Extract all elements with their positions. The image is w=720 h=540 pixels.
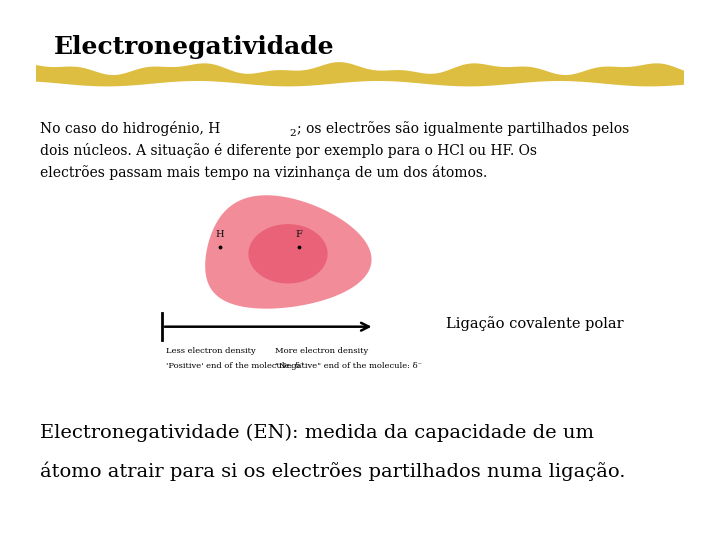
Text: More electron density: More electron density	[274, 347, 368, 355]
Text: dois núcleos. A situação é diferente por exemplo para o HCl ou HF. Os: dois núcleos. A situação é diferente por…	[40, 143, 536, 158]
Text: electrões passam mais tempo na vizinhança de um dos átomos.: electrões passam mais tempo na vizinhanç…	[40, 165, 487, 180]
Text: 'Positive' end of the molecule: δ⁺: 'Positive' end of the molecule: δ⁺	[166, 362, 304, 370]
Text: Electronegatividade (EN): medida da capacidade de um: Electronegatividade (EN): medida da capa…	[40, 424, 593, 442]
Text: ; os electrões são igualmente partilhados pelos: ; os electrões são igualmente partilhado…	[297, 122, 629, 137]
Text: No caso do hidrogénio, H: No caso do hidrogénio, H	[40, 122, 220, 137]
Text: "Negative" end of the molecule: δ⁻: "Negative" end of the molecule: δ⁻	[274, 362, 422, 370]
Text: Less electron density: Less electron density	[166, 347, 256, 355]
Text: Electronegatividade: Electronegatividade	[54, 35, 335, 59]
Text: H: H	[215, 231, 224, 239]
Polygon shape	[36, 62, 684, 86]
Text: átomo atrair para si os electrões partilhados numa ligação.: átomo atrair para si os electrões partil…	[40, 462, 625, 481]
Text: 2: 2	[289, 129, 296, 138]
Text: F: F	[295, 231, 302, 239]
Polygon shape	[205, 195, 372, 309]
Text: Ligação covalente polar: Ligação covalente polar	[446, 316, 624, 331]
Polygon shape	[248, 224, 328, 284]
